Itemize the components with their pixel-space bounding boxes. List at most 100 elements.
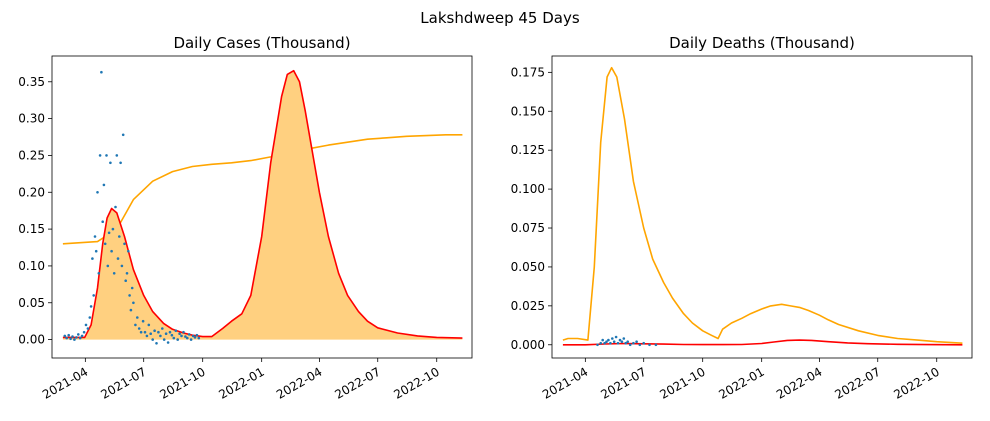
scatter-point bbox=[162, 338, 166, 341]
scatter-point bbox=[125, 272, 129, 275]
scatter-point bbox=[638, 343, 642, 347]
scatter-point bbox=[127, 249, 130, 253]
y-tick-label: 0.25 bbox=[18, 148, 45, 162]
chart-title: Daily Cases (Thousand) bbox=[173, 34, 350, 52]
scatter-point bbox=[609, 341, 612, 345]
y-tick-label: 0.35 bbox=[18, 75, 45, 89]
scatter-point bbox=[80, 334, 84, 338]
scatter-point bbox=[89, 305, 93, 308]
x-tick-label: 2021-04 bbox=[540, 365, 590, 402]
scatter-point bbox=[103, 242, 107, 246]
scatter-point bbox=[603, 341, 606, 345]
figure-title: Lakshdweep 45 Days bbox=[420, 9, 580, 27]
scatter-point bbox=[632, 341, 635, 345]
x-tick-label: 2022-04 bbox=[274, 365, 324, 402]
x-tick-label: 2022-07 bbox=[332, 365, 382, 402]
scatter-point bbox=[114, 205, 117, 209]
scatter-point bbox=[195, 333, 199, 337]
scatter-point bbox=[605, 340, 608, 344]
scatter-point bbox=[153, 329, 156, 333]
scatter-point bbox=[147, 323, 151, 327]
scatter-point bbox=[168, 330, 172, 334]
scatter-point bbox=[176, 338, 179, 341]
y-tick-label: 0.025 bbox=[511, 299, 545, 313]
x-tick-label: 2021-10 bbox=[657, 365, 707, 402]
scatter-point bbox=[624, 341, 627, 345]
series-line-orange bbox=[562, 66, 963, 344]
scatter-point bbox=[186, 336, 189, 340]
scatter-point bbox=[137, 327, 141, 330]
y-tick-label: 0.30 bbox=[18, 112, 45, 126]
scatter-point bbox=[78, 336, 82, 340]
scatter-point bbox=[145, 334, 149, 338]
scatter-point bbox=[128, 294, 131, 297]
scatter-point bbox=[611, 337, 614, 340]
y-tick-label: 0.15 bbox=[18, 222, 45, 236]
y-tick-label: 0.175 bbox=[511, 65, 545, 79]
y-tick-label: 0.10 bbox=[18, 259, 45, 273]
x-tick-label: 2021-07 bbox=[598, 365, 648, 402]
chart-title: Daily Deaths (Thousand) bbox=[669, 34, 855, 52]
scatter-point bbox=[110, 249, 113, 253]
y-tick-label: 0.05 bbox=[18, 296, 45, 310]
scatter-point bbox=[92, 294, 95, 297]
x-tick-label: 2022-01 bbox=[716, 365, 766, 402]
plot-area bbox=[562, 66, 963, 347]
x-tick-label: 2021-04 bbox=[40, 365, 90, 402]
scatter-point bbox=[599, 341, 602, 345]
scatter-point bbox=[94, 249, 98, 253]
scatter-point bbox=[88, 316, 92, 319]
scatter-point bbox=[86, 327, 90, 330]
scatter-point bbox=[136, 316, 139, 319]
axes-frame bbox=[551, 55, 973, 359]
plot-area bbox=[62, 69, 463, 345]
x-tick-label: 2021-10 bbox=[157, 365, 207, 402]
x-tick-label: 2022-04 bbox=[774, 365, 824, 402]
scatter-point bbox=[139, 330, 143, 334]
scatter-point bbox=[620, 340, 624, 344]
scatter-point bbox=[71, 335, 74, 338]
scatter-point bbox=[65, 336, 68, 340]
scatter-point bbox=[612, 340, 616, 344]
scatter-point bbox=[622, 337, 626, 340]
scatter-point bbox=[596, 343, 599, 347]
y-tick-label: 0.075 bbox=[511, 221, 545, 235]
scatter-point bbox=[96, 191, 99, 194]
area-fill bbox=[62, 70, 463, 340]
scatter-point bbox=[82, 330, 86, 334]
series-line-red bbox=[562, 339, 963, 346]
scatter-point bbox=[69, 337, 72, 341]
scatter-point bbox=[129, 308, 133, 312]
scatter-point bbox=[116, 257, 120, 260]
scatter-point bbox=[63, 334, 67, 338]
scatter-point bbox=[170, 333, 174, 337]
y-tick-label: 0.00 bbox=[18, 333, 45, 347]
scatter-point bbox=[151, 338, 154, 341]
scatter-point bbox=[626, 340, 629, 344]
scatter-point bbox=[98, 154, 102, 157]
scatter-point bbox=[161, 327, 164, 330]
scatter-point bbox=[642, 341, 645, 345]
scatter-point bbox=[628, 343, 632, 347]
scatter-point bbox=[178, 332, 181, 336]
scatter-point bbox=[648, 343, 651, 347]
scatter-point bbox=[106, 264, 110, 268]
chart-daily-deaths: Daily Deaths (Thousand) 0.000 0.025 0.050 0.… bbox=[511, 34, 973, 402]
scatter-point bbox=[197, 336, 201, 340]
scatter-point bbox=[654, 343, 658, 347]
scatter-point bbox=[607, 338, 610, 342]
scatter-point bbox=[132, 301, 135, 305]
scatter-point bbox=[118, 235, 121, 238]
scatter-point bbox=[184, 335, 187, 338]
x-tick-label: 2022-10 bbox=[391, 365, 441, 402]
scatter-point bbox=[189, 338, 193, 341]
scatter-point bbox=[119, 161, 122, 165]
y-tick-label: 0.150 bbox=[511, 104, 545, 118]
scatter-point bbox=[97, 272, 101, 275]
scatter-point bbox=[121, 133, 125, 137]
series-line-orange bbox=[62, 134, 463, 245]
scatter-point bbox=[67, 333, 70, 337]
scatter-point bbox=[601, 338, 604, 342]
scatter-point bbox=[191, 334, 195, 338]
